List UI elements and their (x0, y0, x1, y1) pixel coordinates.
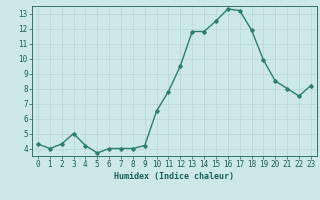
X-axis label: Humidex (Indice chaleur): Humidex (Indice chaleur) (115, 172, 234, 181)
